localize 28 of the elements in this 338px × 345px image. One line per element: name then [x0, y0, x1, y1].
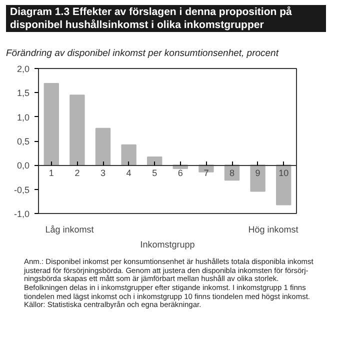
y-tick-label: 2,0 — [16, 64, 30, 74]
bar — [44, 82, 59, 166]
y-tick-label: 1,5 — [16, 88, 30, 98]
x-tick-label: 5 — [152, 168, 158, 178]
chart-title: Diagram 1.3 Effekter av förslagen i denna proposition på disponibel hushållsinkomst i olika inkomstgrupper — [6, 5, 326, 32]
x-tick-label: 9 — [255, 168, 260, 178]
bar — [121, 144, 136, 166]
bar — [95, 128, 111, 166]
bar — [250, 164, 266, 192]
text: Låg inkomst — [45, 224, 94, 234]
y-tick-label: 1,0 — [16, 112, 30, 122]
bar — [276, 164, 292, 206]
y-tick-label: -0,5 — [14, 184, 30, 195]
x-tick-label: 2 — [74, 168, 80, 178]
x-tick-label: 4 — [126, 168, 132, 178]
x-tick-label: 8 — [229, 168, 235, 178]
text: Hög inkomst — [248, 224, 299, 234]
x-tick-label: 1 — [48, 168, 54, 178]
bar — [70, 94, 85, 166]
chart-subtitle: Förändring av disponibel inkomst per konsumtionsenhet, procent — [6, 48, 278, 59]
y-tick-label: 0,5 — [16, 136, 30, 146]
y-tick-label: -1,0 — [14, 209, 30, 219]
x-axis-title: Inkomstgrupp — [140, 240, 195, 250]
x-tick-label: 3 — [100, 168, 106, 178]
y-tick-label: 0,0 — [16, 160, 30, 171]
x-tick-label: 6 — [178, 168, 183, 178]
x-tick-label: 10 — [278, 168, 289, 178]
x-tick-label: 7 — [204, 168, 209, 178]
